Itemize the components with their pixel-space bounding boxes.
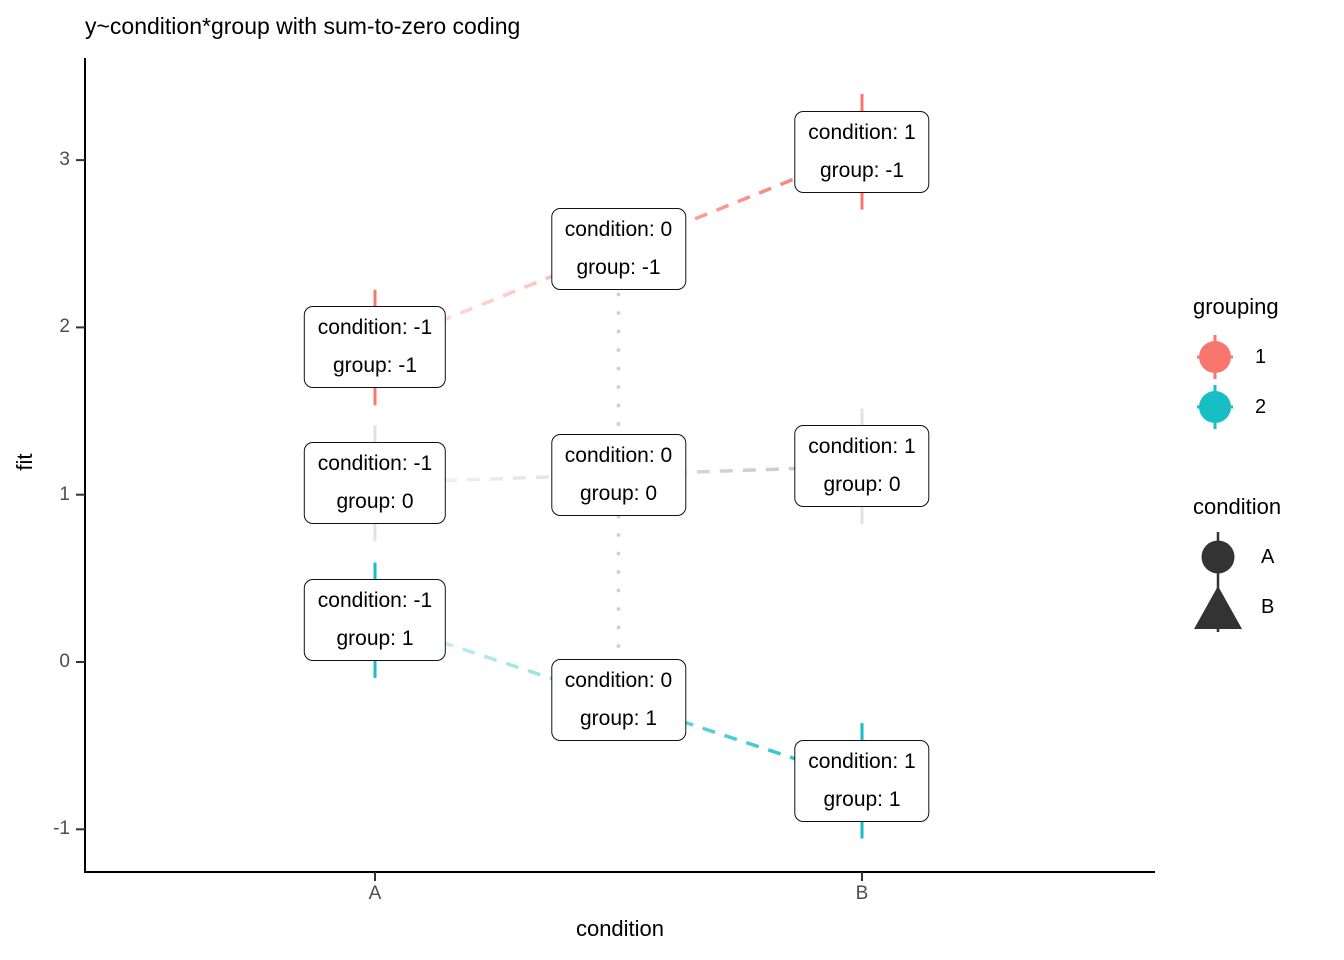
- point-label: condition: -1 group: 1: [303, 579, 447, 662]
- point-label-condition: condition: 1: [808, 435, 916, 459]
- point-label: condition: 0 group: -1: [550, 207, 687, 290]
- point-label-condition: condition: 0: [564, 217, 673, 241]
- legend-condition-b-label: B: [1261, 595, 1275, 618]
- legend-grouping-1-label: 1: [1255, 345, 1267, 368]
- point-label-group: group: 0: [823, 473, 901, 497]
- condition-a-key-icon: [1201, 532, 1235, 582]
- legend-grouping-title: grouping: [1193, 294, 1279, 319]
- trend-line: [374, 464, 863, 485]
- point-label: condition: 0 group: 0: [550, 433, 687, 516]
- point-label-group: group: 0: [579, 481, 658, 505]
- grouping-1-key-icon: [1197, 335, 1233, 379]
- point-label: condition: 1 group: 1: [794, 739, 930, 822]
- point-label-condition: condition: -1: [317, 451, 433, 475]
- key-circle: [1201, 540, 1235, 574]
- condition-b-key-icon: [1194, 582, 1242, 632]
- point-label: condition: -1 group: 0: [303, 441, 447, 524]
- point-label-group: group: 1: [823, 787, 901, 811]
- legend-grouping-2-label: 2: [1255, 395, 1267, 418]
- point-label: condition: 1 group: 0: [794, 425, 930, 508]
- x-tick-label: A: [368, 883, 382, 904]
- point-label-group: group: 1: [336, 627, 414, 651]
- point-label-condition: condition: 0: [564, 669, 673, 693]
- key-triangle: [1194, 586, 1242, 629]
- point-label-condition: condition: 1: [808, 120, 916, 144]
- key-circle: [1199, 391, 1231, 423]
- y-tick-label: 1: [59, 483, 70, 505]
- point-label: condition: -1 group: -1: [303, 306, 447, 389]
- y-tick-label: -1: [53, 818, 70, 840]
- point-label-condition: condition: 0: [564, 443, 673, 467]
- legend-section-grouping: grouping 1 2: [1193, 294, 1281, 432]
- legend-condition-a-label: A: [1261, 545, 1275, 568]
- y-tick-label: 3: [59, 149, 70, 171]
- x-axis-title: condition: [575, 916, 665, 941]
- y-tick-label: 2: [59, 316, 70, 338]
- point-label: condition: 1 group: -1: [794, 110, 930, 193]
- legend: grouping 1 2 condition: [1193, 294, 1281, 632]
- point-label-group: group: -1: [332, 354, 418, 378]
- point-label: condition: 0 group: 1: [550, 659, 687, 742]
- x-tick-label: B: [855, 883, 869, 904]
- legend-condition-title: condition: [1193, 494, 1282, 519]
- legend-item-condition-a: A: [1193, 532, 1281, 582]
- legend-item-condition-b: B: [1193, 582, 1281, 632]
- key-circle: [1199, 341, 1231, 373]
- point-label-group: group: -1: [576, 255, 661, 279]
- legend-item-grouping-2: 2: [1193, 382, 1281, 432]
- point-label-condition: condition: 1: [808, 749, 916, 773]
- plot-title: y~condition*group with sum-to-zero codin…: [85, 13, 521, 39]
- grouping-2-key-icon: [1197, 385, 1233, 429]
- y-tick-label: 0: [59, 651, 70, 672]
- point-label-group: group: 1: [579, 707, 658, 731]
- y-axis-title: fit: [12, 453, 37, 471]
- point-label-condition: condition: -1: [317, 589, 433, 613]
- point-label-condition: condition: -1: [317, 316, 433, 340]
- legend-item-grouping-1: 1: [1193, 332, 1281, 382]
- point-label-group: group: -1: [819, 158, 905, 182]
- legend-section-condition: condition A B: [1193, 494, 1281, 632]
- point-label-group: group: 0: [336, 489, 414, 513]
